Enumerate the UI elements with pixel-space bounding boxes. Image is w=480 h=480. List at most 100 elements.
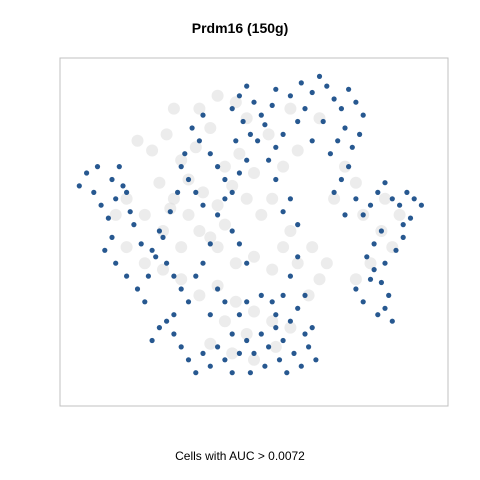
background-cell-point (164, 202, 177, 215)
high-auc-cell-point (193, 370, 199, 376)
background-cell-point (262, 128, 275, 141)
high-auc-cell-point (357, 131, 363, 137)
high-auc-cell-point (247, 131, 253, 137)
background-cell-point (255, 208, 268, 221)
high-auc-cell-point (276, 357, 283, 363)
high-auc-cell-point (233, 138, 239, 144)
high-auc-cell-point (280, 209, 286, 215)
high-auc-cell-point (116, 164, 122, 170)
high-auc-cell-point (346, 86, 352, 92)
high-auc-cell-point (371, 267, 377, 273)
high-auc-cell-point (298, 363, 304, 369)
high-auc-cell-point (338, 176, 344, 183)
high-auc-cell-point (269, 102, 275, 108)
high-auc-cell-point (291, 350, 297, 356)
high-auc-cell-point (251, 99, 257, 105)
high-auc-cell-point (244, 83, 250, 89)
background-cell-point (157, 263, 169, 276)
high-auc-cell-point (258, 292, 264, 298)
background-cell-point (349, 176, 362, 189)
high-auc-cell-point (266, 344, 272, 350)
background-cell-point (248, 250, 260, 263)
high-auc-cell-point (382, 260, 388, 266)
high-auc-cell-point (287, 93, 293, 99)
high-auc-cell-point (185, 357, 192, 363)
high-auc-cell-point (149, 337, 155, 344)
background-cell-point (197, 186, 209, 199)
high-auc-cell-point (280, 337, 286, 344)
high-auc-cell-point (418, 202, 424, 208)
high-auc-cell-point (295, 254, 301, 260)
high-auc-cell-point (91, 189, 97, 195)
high-auc-cell-point (229, 228, 235, 234)
high-auc-cell-point (262, 363, 268, 369)
high-auc-cell-point (200, 260, 206, 266)
background-cell-point (120, 192, 133, 205)
high-auc-cell-point (185, 176, 192, 183)
background-cell-point (313, 273, 326, 286)
background-cell-point (160, 128, 173, 141)
background-cell-point (339, 160, 351, 173)
high-auc-cell-point (335, 138, 341, 144)
high-auc-cell-point (229, 331, 235, 337)
high-auc-cell-point (124, 273, 130, 279)
background-cell-point (269, 340, 282, 353)
high-auc-cell-point (247, 370, 253, 376)
high-auc-cell-point (153, 254, 159, 260)
high-auc-cell-point (109, 176, 115, 183)
high-auc-cell-point (353, 99, 359, 105)
high-auc-cell-point (280, 292, 286, 298)
high-auc-cell-point (287, 273, 293, 279)
background-cells-layer (109, 89, 406, 366)
background-cell-point (138, 257, 151, 270)
high-auc-cell-point (324, 83, 330, 89)
background-cell-point (175, 154, 188, 167)
high-auc-cell-point (76, 183, 82, 189)
background-cell-point (240, 328, 253, 340)
background-cell-point (167, 102, 180, 115)
high-auc-cell-point (309, 325, 315, 331)
high-auc-cell-point (349, 144, 355, 150)
background-cell-point (229, 295, 242, 308)
high-auc-cell-point (367, 276, 374, 282)
background-cell-point (193, 289, 206, 302)
high-auc-cell-point (222, 176, 228, 183)
high-auc-cell-point (222, 196, 228, 202)
high-auc-cell-point (185, 299, 192, 305)
background-cell-point (204, 231, 217, 244)
high-auc-cell-point (200, 112, 206, 118)
background-cell-point (320, 257, 333, 270)
background-cell-point (266, 192, 279, 205)
background-cell-point (266, 315, 279, 328)
high-auc-cell-point (160, 234, 166, 240)
background-cell-point (248, 353, 260, 366)
high-auc-cell-point (269, 299, 275, 305)
background-cell-point (291, 144, 304, 157)
high-auc-cell-point (171, 331, 177, 337)
background-cell-point (204, 122, 217, 134)
background-cell-point (284, 102, 297, 115)
high-auc-cell-point (251, 350, 257, 356)
background-cell-point (277, 241, 290, 254)
high-auc-cell-point (378, 228, 384, 234)
high-auc-cell-point (400, 222, 406, 228)
background-cell-point (153, 176, 166, 189)
high-auc-cell-point (149, 247, 155, 253)
high-auc-cell-point (164, 260, 170, 266)
high-auc-cell-point (378, 279, 384, 286)
high-auc-cell-point (353, 286, 359, 292)
background-cell-point (193, 225, 206, 237)
high-auc-cell-point (171, 312, 177, 318)
high-auc-cell-point (124, 189, 130, 195)
high-auc-cell-point (105, 215, 111, 221)
background-cell-point (379, 192, 391, 205)
background-cell-point (211, 199, 224, 212)
high-auc-cell-point (309, 89, 315, 96)
high-auc-cell-point (215, 344, 221, 350)
background-cell-point (248, 305, 260, 318)
background-cell-point (226, 347, 239, 360)
plot-frame (59, 57, 449, 407)
high-auc-cell-point (236, 241, 242, 247)
high-auc-cell-point (411, 196, 417, 202)
